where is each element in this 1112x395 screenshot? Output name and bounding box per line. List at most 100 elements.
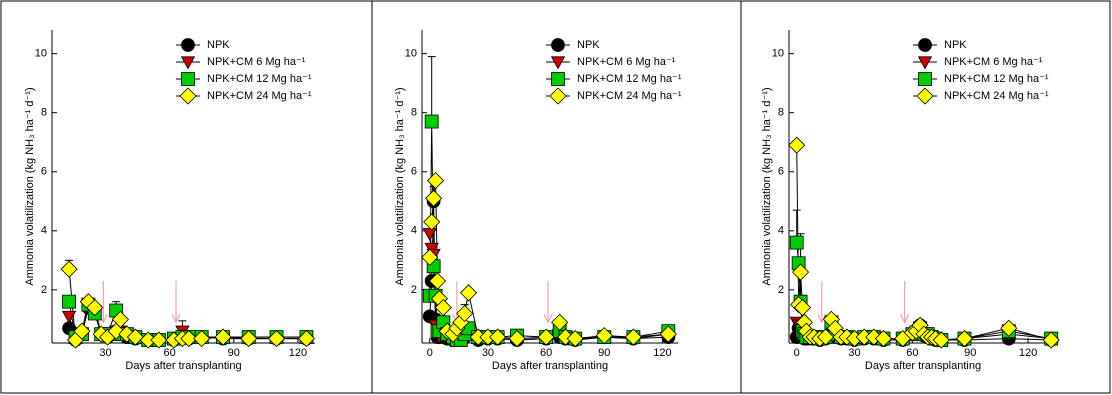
data-point	[789, 235, 804, 250]
data-point	[118, 325, 136, 343]
x-tick-label: 120	[289, 347, 307, 359]
y-axis-label: Ammonia volatilization (kg NH₃ ha⁻¹ d⁻¹)	[24, 87, 36, 285]
x-tick-label: 30	[482, 347, 494, 359]
legend-label: NPK+CM 24 Mg ha⁻¹	[577, 90, 682, 102]
data-point	[126, 328, 144, 346]
legend-marker	[550, 56, 566, 70]
data-point	[1000, 319, 1018, 337]
data-point	[427, 172, 445, 190]
legend-marker	[180, 56, 196, 70]
x-tick-label: 60	[906, 347, 918, 359]
legend-marker	[917, 56, 933, 70]
data-point	[193, 330, 211, 348]
x-axis-label: Days after transplanting	[865, 360, 981, 372]
data-point	[86, 299, 104, 317]
y-axis-label: Ammonia volatilization (kg NH₃ ha⁻¹ d⁻¹)	[761, 87, 773, 285]
data-point	[297, 330, 316, 348]
data-point	[423, 213, 441, 231]
x-tick-label: 120	[653, 347, 671, 359]
x-tick-label: 0	[794, 347, 800, 359]
legend-label: NPK+CM 24 Mg ha⁻¹	[207, 90, 312, 102]
x-tick-label: 90	[228, 347, 240, 359]
x-axis-label: Days after transplanting	[492, 360, 608, 372]
y-tick-label: 8	[41, 107, 47, 119]
y-axis-label: Ammonia volatilization (kg NH₃ ha⁻¹ d⁻¹)	[394, 87, 406, 285]
arrow-head	[817, 314, 827, 324]
y-tick-label: 8	[778, 107, 784, 119]
data-point	[180, 330, 198, 348]
y-tick-label: 6	[41, 166, 47, 178]
legend-marker	[551, 72, 565, 86]
data-point	[434, 299, 452, 317]
data-point	[73, 322, 91, 340]
x-tick-label: 120	[1019, 347, 1037, 359]
legend-label: NPK+CM 6 Mg ha⁻¹	[207, 56, 306, 68]
data-point	[240, 330, 258, 348]
data-point	[793, 299, 812, 317]
data-point	[792, 263, 810, 281]
data-point	[817, 328, 835, 346]
legend-marker	[181, 72, 195, 86]
data-point	[551, 313, 569, 331]
data-point	[214, 328, 232, 346]
y-tick-label: 2	[778, 284, 784, 296]
y-tick-label: 8	[411, 107, 417, 119]
y-tick-label: 10	[35, 48, 47, 60]
data-point	[150, 331, 168, 349]
data-point	[537, 328, 555, 346]
legend-marker	[918, 38, 932, 52]
legend-marker	[181, 38, 195, 52]
arrow-head	[900, 314, 910, 324]
data-point	[61, 310, 77, 324]
legend-label: NPK+CM 12 Mg ha⁻¹	[207, 73, 312, 85]
x-tick-label: 60	[540, 347, 552, 359]
x-tick-label: 90	[598, 347, 610, 359]
x-tick-label: 0	[427, 347, 433, 359]
data-point	[459, 284, 478, 302]
legend-marker	[179, 87, 197, 105]
y-tick-label: 4	[41, 225, 47, 237]
data-point	[489, 328, 507, 346]
legend-label: NPK	[207, 39, 230, 51]
legend-label: NPK+CM 12 Mg ha⁻¹	[944, 73, 1049, 85]
legend-label: NPK+CM 24 Mg ha⁻¹	[944, 90, 1049, 102]
y-tick-label: 2	[41, 284, 47, 296]
data-point	[659, 325, 677, 343]
legend-label: NPK+CM 12 Mg ha⁻¹	[577, 73, 682, 85]
x-tick-label: 90	[964, 347, 976, 359]
y-tick-label: 6	[411, 166, 417, 178]
x-axis-label: Days after transplanting	[125, 360, 241, 372]
y-tick-label: 2	[411, 284, 417, 296]
arrow-head	[543, 314, 553, 324]
x-tick-label: 60	[163, 347, 175, 359]
x-tick-label: 30	[99, 347, 111, 359]
legend-marker	[916, 87, 934, 105]
legend-marker	[918, 72, 932, 86]
data-point	[60, 260, 78, 278]
data-point	[111, 310, 129, 328]
data-point	[1042, 331, 1060, 349]
y-tick-label: 4	[411, 225, 417, 237]
data-point	[508, 330, 526, 348]
data-point	[955, 330, 974, 348]
data-point	[456, 304, 474, 323]
data-point	[788, 136, 806, 154]
x-tick-label: 30	[848, 347, 860, 359]
data-point	[424, 114, 439, 129]
legend-label: NPK+CM 6 Mg ha⁻¹	[577, 56, 676, 68]
data-point	[566, 330, 584, 348]
y-tick-label: 10	[405, 48, 417, 60]
y-tick-label: 10	[772, 48, 784, 60]
data-point	[62, 294, 77, 309]
data-point	[428, 272, 447, 290]
data-point	[932, 331, 950, 349]
data-point	[421, 248, 439, 266]
y-tick-label: 4	[778, 225, 784, 237]
legend-marker	[551, 38, 565, 52]
data-point	[595, 327, 613, 345]
arrow-head	[171, 314, 181, 324]
legend-label: NPK+CM 6 Mg ha⁻¹	[944, 56, 1043, 68]
legend-label: NPK	[577, 39, 600, 51]
data-point	[425, 189, 443, 207]
